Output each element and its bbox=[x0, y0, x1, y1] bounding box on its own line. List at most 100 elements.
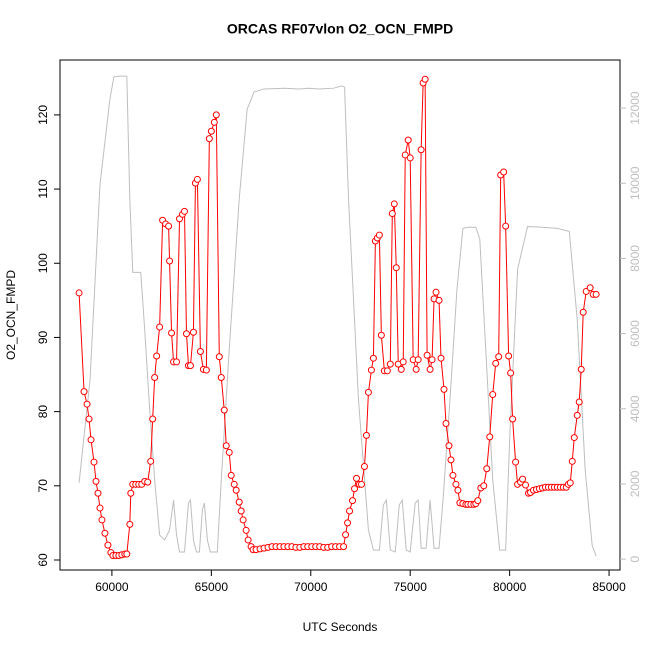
data-point bbox=[449, 471, 457, 479]
data-point bbox=[386, 360, 394, 368]
data-point bbox=[242, 526, 250, 534]
data-point bbox=[399, 358, 407, 366]
y-tick-label: 70 bbox=[36, 479, 50, 493]
data-point bbox=[362, 431, 370, 439]
data-point bbox=[369, 354, 377, 362]
data-point bbox=[401, 151, 409, 159]
data-point bbox=[94, 489, 102, 497]
data-point bbox=[237, 507, 245, 515]
data-point bbox=[101, 529, 109, 537]
y-tick-label: 120 bbox=[36, 105, 50, 125]
y-tick-label: 60 bbox=[36, 553, 50, 567]
data-point bbox=[519, 475, 527, 483]
data-point bbox=[480, 482, 488, 490]
data-point bbox=[193, 175, 201, 183]
data-point bbox=[153, 352, 161, 360]
data-point bbox=[435, 296, 443, 304]
data-point bbox=[500, 168, 508, 176]
data-point bbox=[126, 520, 134, 528]
data-point bbox=[377, 331, 385, 339]
data-point bbox=[483, 465, 491, 473]
data-point bbox=[512, 458, 520, 466]
y-axis-label: O2_OCN_FMPD bbox=[4, 270, 18, 360]
data-point bbox=[104, 541, 112, 549]
data-point bbox=[579, 308, 587, 316]
data-point bbox=[367, 366, 375, 374]
data-point bbox=[180, 207, 188, 215]
plot-frame bbox=[59, 59, 621, 571]
data-point bbox=[423, 351, 431, 359]
data-point bbox=[452, 480, 460, 488]
data-point bbox=[388, 210, 396, 218]
data-point bbox=[144, 478, 152, 486]
data-point bbox=[182, 330, 190, 338]
data-point bbox=[502, 222, 510, 230]
data-point bbox=[486, 433, 494, 441]
data-point bbox=[205, 135, 213, 143]
data-point bbox=[165, 222, 173, 230]
data-point bbox=[83, 400, 91, 408]
data-point bbox=[568, 457, 576, 465]
data-point bbox=[189, 328, 197, 336]
data-point bbox=[522, 481, 530, 489]
data-point bbox=[80, 388, 88, 396]
data-point bbox=[349, 497, 357, 505]
data-point bbox=[149, 415, 157, 423]
data-point bbox=[351, 485, 359, 493]
data-point bbox=[390, 200, 398, 208]
y2-tick-label: 0 bbox=[628, 555, 642, 562]
data-point bbox=[592, 290, 600, 298]
data-point bbox=[186, 362, 194, 370]
data-point bbox=[217, 373, 225, 381]
data-point bbox=[426, 365, 434, 373]
data-point bbox=[474, 497, 482, 505]
series-line bbox=[78, 75, 597, 557]
y2-tick-label: 10000 bbox=[628, 166, 642, 200]
data-point bbox=[432, 288, 440, 296]
data-point bbox=[397, 365, 405, 373]
data-point bbox=[212, 111, 220, 119]
y2-tick-label: 8000 bbox=[628, 245, 642, 272]
data-point bbox=[406, 154, 414, 162]
data-point bbox=[244, 536, 252, 544]
chart-title: ORCAS RF07vlon O2_OCN_FMPD bbox=[227, 21, 453, 37]
data-point bbox=[570, 434, 578, 442]
data-point bbox=[586, 284, 594, 292]
data-point bbox=[364, 388, 372, 396]
data-point bbox=[417, 146, 425, 154]
data-point bbox=[151, 373, 159, 381]
data-point bbox=[340, 543, 348, 551]
data-point bbox=[421, 75, 429, 83]
data-point bbox=[156, 323, 164, 331]
data-point bbox=[96, 504, 104, 512]
data-point bbox=[505, 352, 513, 360]
data-point bbox=[360, 463, 368, 471]
data-point bbox=[575, 398, 583, 406]
data-point bbox=[92, 477, 100, 485]
x-tick-label: 85000 bbox=[592, 580, 626, 594]
data-point bbox=[147, 457, 155, 465]
data-point bbox=[507, 369, 515, 377]
x-tick-label: 80000 bbox=[493, 580, 527, 594]
data-point bbox=[489, 391, 497, 399]
x-tick-label: 70000 bbox=[294, 580, 328, 594]
data-point bbox=[404, 136, 412, 144]
data-point bbox=[210, 118, 218, 126]
data-point bbox=[239, 516, 247, 524]
data-point bbox=[227, 471, 235, 479]
data-point bbox=[412, 365, 420, 373]
y2-tick-label: 2000 bbox=[628, 470, 642, 497]
data-point bbox=[577, 365, 585, 373]
data-point bbox=[428, 356, 436, 364]
y2-tick-label: 4000 bbox=[628, 395, 642, 422]
data-point bbox=[342, 531, 350, 539]
x-tick-label: 65000 bbox=[195, 580, 229, 594]
data-point bbox=[235, 498, 243, 506]
data-point bbox=[447, 456, 455, 464]
data-point bbox=[442, 419, 450, 427]
data-point bbox=[392, 264, 400, 272]
data-point bbox=[127, 489, 135, 497]
y-tick-label: 90 bbox=[36, 330, 50, 344]
data-point bbox=[207, 127, 215, 135]
